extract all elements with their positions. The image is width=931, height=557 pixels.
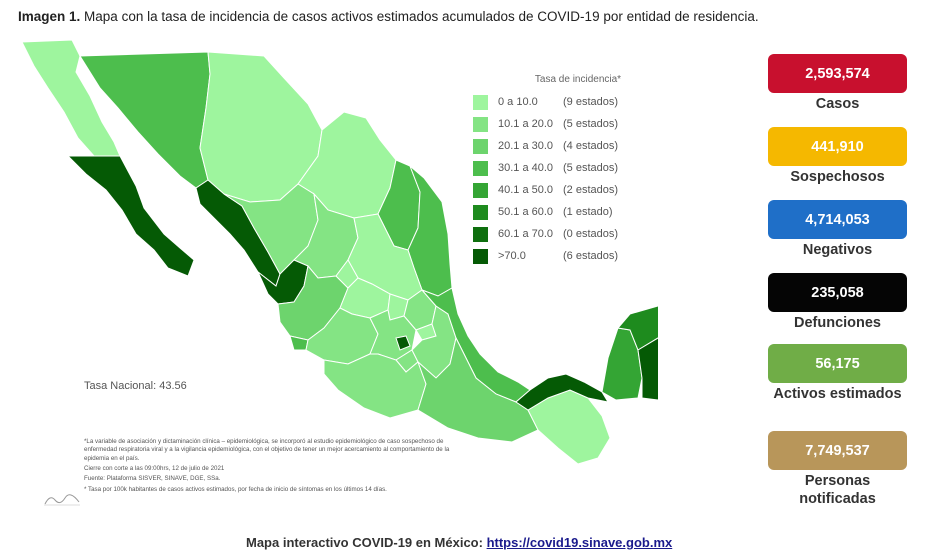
legend-rows: 0 a 10.0 (9 estados) 10.1 a 20.0 (5 estados… [473,91,673,267]
legend-range: 20.1 a 30.0 [498,140,554,152]
legend-range: 0 a 10.0 [498,96,538,108]
legend-title: Tasa de incidencia* [534,74,622,85]
legend-item: 40.1 a 50.0 (2 estados) [473,179,673,201]
footer-text: Mapa interactivo COVID-19 en México: [246,535,487,550]
stat-label: Personas notificadas [799,473,876,507]
legend-item: 50.1 a 60.0 (1 estado) [473,201,673,223]
stat-label: Casos [815,96,860,112]
legend-swatch [473,182,488,198]
caption-text: Mapa con la tasa de incidencia de casos … [84,9,759,24]
legend-swatch [473,94,488,110]
caption-label: Imagen 1. [18,9,81,24]
legend-swatch [473,204,488,220]
legend-item: 30.1 a 40.0 (5 estados) [473,157,673,179]
legend-count: (9 estados) [563,96,619,108]
stat-label: Negativos [802,242,873,258]
footer-link[interactable]: https://covid19.sinave.gob.mx [486,535,673,550]
legend-count: (5 estados) [563,162,619,174]
legend-count: (0 estados) [563,228,619,240]
state-tabasco[interactable] [515,373,610,411]
stats-panel: 2,593,574 Casos 441,910 Sospechosos 4,714,05… [768,54,911,522]
state-baja_california[interactable] [21,39,121,157]
legend-item: 10.1 a 20.0 (5 estados) [473,113,673,135]
stat-label: Sospechosos [790,169,885,185]
legend-count: (1 estado) [563,206,613,218]
legend-item: 0 a 10.0 (9 estados) [473,91,673,113]
legend-range: >70.0 [498,250,526,262]
mexico-map [21,39,658,465]
legend-range: 40.1 a 50.0 [498,184,554,196]
legend-item: >70.0 (6 estados) [473,245,673,267]
legend-item: 20.1 a 30.0 (4 estados) [473,135,673,157]
state-veracruz[interactable] [421,287,531,403]
state-cdmx[interactable] [395,335,411,351]
map-legend: Tasa de incidencia* 0 a 10.0 (9 estados) 1… [473,74,673,267]
legend-swatch [473,160,488,176]
legend-range: 60.1 a 70.0 [498,228,554,240]
legend-range: 30.1 a 40.0 [498,162,554,174]
legend-item: 60.1 a 70.0 (0 estados) [473,223,673,245]
legend-range: 10.1 a 20.0 [498,118,554,130]
stat-label: Defunciones [793,315,881,331]
footnote-line: Fuente: Plataforma SISVER, SINAVE, DGE, … [84,475,221,483]
stat-value: 235,058 [768,273,907,312]
legend-range: 50.1 a 60.0 [498,206,554,218]
figure-caption: Imagen 1. Mapa con la tasa de incidencia… [18,9,759,24]
stat-value: 7,749,537 [768,431,907,470]
footnote-line: Cierre con corte a las 09:00hrs, 12 de j… [84,465,225,473]
legend-count: (5 estados) [563,118,619,130]
state-yucatan[interactable] [617,305,658,351]
stat-label: Activos estimados [773,386,902,402]
footnote-line: * Tasa por 100k habitantes de casos acti… [84,485,387,493]
stat-value: 441,910 [768,127,907,166]
wave-logo-icon [44,494,80,506]
legend-count: (2 estados) [563,184,619,196]
legend-swatch [473,226,488,242]
tasa-nacional: Tasa Nacional: 43.56 [84,380,187,392]
footnote-line: *La variable de asociación y dictaminaci… [84,438,450,462]
footer: Mapa interactivo COVID-19 en México: htt… [246,535,672,550]
legend-count: (4 estados) [563,140,619,152]
map-panel: Tasa de incidencia* 0 a 10.0 (9 estados) 1… [18,38,658,506]
state-quintana_roo[interactable] [637,306,658,401]
legend-swatch [473,116,488,132]
legend-count: (6 estados) [563,250,619,262]
stat-value: 56,175 [768,344,907,383]
legend-swatch [473,248,488,264]
stat-value: 2,593,574 [768,54,907,93]
state-baja_california_sur[interactable] [66,155,195,277]
footnotes: *La variable de asociación y dictaminaci… [84,438,464,496]
legend-swatch [473,138,488,154]
stat-value: 4,714,053 [768,200,907,239]
